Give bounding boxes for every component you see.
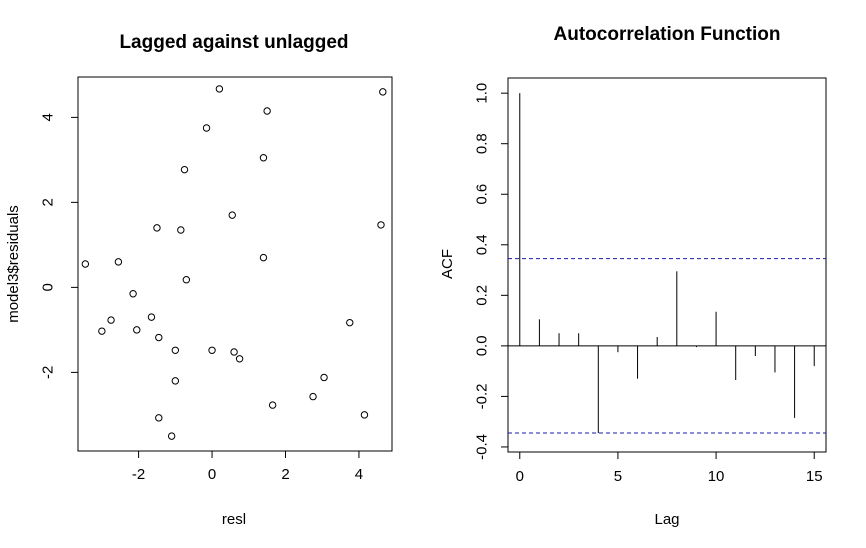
scatter-point: [133, 326, 141, 334]
scatter-point: [263, 107, 271, 115]
scatter-title: Lagged against unlagged: [119, 32, 348, 53]
scatter-plot-frame: [77, 76, 393, 452]
acf-y-tick-label: -0.2: [474, 383, 491, 409]
scatter-x-axis: -2 0 2 4: [132, 451, 363, 483]
scatter-point: [346, 318, 354, 327]
acf-panel: Autocorrelation Function 0 5 10 15 -0.4 -0.2…: [439, 24, 827, 528]
acf-title: Autocorrelation Function: [554, 24, 781, 45]
acf-y-tick-label: 1.0: [474, 83, 491, 104]
scatter-point: [177, 226, 185, 234]
scatter-y-tick-label: 2: [40, 198, 57, 206]
scatter-point: [320, 373, 328, 382]
scatter-point: [379, 88, 387, 96]
acf-y-label: ACF: [439, 249, 456, 279]
scatter-y-axis: -2 0 2 4: [40, 113, 78, 379]
scatter-point: [228, 211, 236, 219]
scatter-point: [230, 348, 238, 356]
scatter-point: [98, 327, 106, 335]
acf-y-tick-label: 0.6: [474, 184, 491, 205]
scatter-x-tick-label: 4: [355, 466, 363, 483]
acf-y-tick-label: 0.2: [474, 285, 491, 306]
scatter-point: [147, 313, 156, 321]
scatter-point: [155, 414, 163, 422]
acf-x-tick-label: 0: [516, 468, 524, 485]
scatter-point: [81, 260, 90, 268]
scatter-points: [81, 85, 387, 440]
scatter-point: [171, 377, 180, 385]
scatter-point: [268, 401, 277, 409]
scatter-y-tick-label: -2: [40, 366, 57, 379]
scatter-point: [309, 392, 317, 401]
scatter-point: [107, 316, 115, 324]
scatter-x-label: resl: [222, 511, 246, 528]
acf-y-tick-label: 0.0: [474, 335, 491, 356]
scatter-point: [182, 276, 191, 284]
scatter-point: [259, 154, 268, 162]
acf-x-tick-label: 5: [614, 468, 622, 485]
scatter-point: [153, 224, 161, 232]
scatter-x-tick-label: 0: [208, 466, 216, 483]
scatter-point: [155, 333, 163, 342]
acf-x-axis: 0 5 10 15: [516, 452, 823, 485]
scatter-point: [377, 221, 385, 229]
scatter-point: [129, 290, 137, 298]
acf-x-tick-label: 15: [806, 468, 823, 485]
scatter-point: [114, 258, 123, 266]
scatter-point: [360, 411, 369, 419]
scatter-point: [167, 432, 176, 440]
scatter-point: [215, 85, 224, 93]
scatter-point: [259, 253, 268, 262]
scatter-point: [202, 124, 211, 132]
scatter-y-label: model3$residuals: [5, 205, 22, 323]
scatter-y-tick-label: 4: [40, 113, 57, 121]
scatter-y-tick-label: 0: [40, 283, 57, 291]
acf-y-axis: -0.4 -0.2 0.0 0.2 0.4 0.6 0.8 1.0: [474, 83, 508, 460]
acf-plot-frame: [507, 77, 827, 453]
scatter-point: [171, 346, 180, 354]
acf-marks: [508, 93, 826, 434]
acf-y-tick-label: -0.4: [474, 434, 491, 460]
scatter-point: [235, 355, 244, 363]
acf-y-tick-label: 0.4: [474, 234, 491, 255]
acf-x-label: Lag: [654, 511, 679, 528]
scatter-panel: Lagged against unlagged -2 0 2 4 -2 0 2 4 resl…: [5, 32, 393, 528]
acf-y-tick-label: 0.8: [474, 133, 491, 154]
scatter-point: [180, 165, 189, 174]
scatter-x-tick-label: -2: [132, 466, 145, 483]
scatter-point: [208, 346, 216, 354]
acf-x-tick-label: 10: [708, 468, 725, 485]
scatter-x-tick-label: 2: [281, 466, 289, 483]
